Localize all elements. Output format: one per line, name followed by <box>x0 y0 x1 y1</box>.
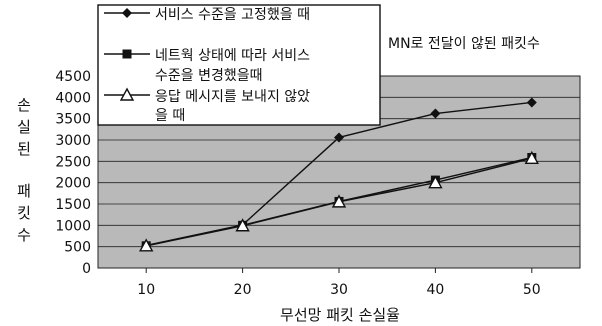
legend-label-1: 서비스 수준을 고정했을 때 <box>155 7 310 23</box>
y-tick-3500: 3500 <box>55 112 91 128</box>
y-axis-label-char: 패 <box>17 182 31 200</box>
series-1-point-30 <box>334 132 344 143</box>
y-axis-label-char: 된 <box>17 140 31 158</box>
y-tick-0: 0 <box>82 261 91 277</box>
x-tick-labels: 10 20 30 40 50 <box>137 268 541 298</box>
series-3-point-30 <box>331 194 347 208</box>
y-tick-1500: 1500 <box>55 197 91 213</box>
series-markers <box>139 97 539 252</box>
y-tick-500: 500 <box>64 240 91 256</box>
series-3-point-50 <box>524 150 539 165</box>
legend-label-3: 응답 메시지를 보내지 않았 <box>155 89 310 105</box>
x-tick-10: 10 <box>137 282 155 298</box>
y-tick-2500: 2500 <box>55 154 91 170</box>
x-tick-50: 50 <box>523 282 541 298</box>
series-1-point-50 <box>526 97 537 108</box>
legend-box <box>97 4 381 126</box>
y-axis-label-char: 실 <box>17 118 31 136</box>
chart-title: MN로 전달이 않된 패킷수 <box>388 36 540 52</box>
y-tick-2000: 2000 <box>55 176 91 192</box>
x-tick-20: 20 <box>234 282 252 298</box>
legend-label-2: 네트웍 상태에 따라 서비스 <box>155 48 310 64</box>
legend-marker-2 <box>122 49 132 59</box>
legend-marker-1 <box>122 8 132 18</box>
y-tick-4500: 4500 <box>55 69 91 85</box>
series-3-point-10 <box>139 238 154 252</box>
y-axis-label-char: 손 <box>17 96 31 114</box>
x-axis-label: 무선망 패킷 손실율 <box>280 306 400 324</box>
x-tick-30: 30 <box>330 282 348 298</box>
series-1-point-40 <box>430 108 441 119</box>
y-tick-4000: 4000 <box>55 90 91 106</box>
legend-label-3: 을 때 <box>155 108 185 124</box>
y-axis-label-char: 수 <box>17 226 31 244</box>
series-3-point-20 <box>235 218 250 232</box>
series-3-point-40 <box>428 175 443 189</box>
legend-marker-3 <box>119 87 135 101</box>
y-tick-labels: 0 500 1000 1500 2000 2500 3000 3500 4000 4500 <box>55 69 91 277</box>
y-tick-3000: 3000 <box>55 133 91 149</box>
y-tick-1000: 1000 <box>55 218 91 234</box>
legend-label-2: 수준을 변경했을때 <box>155 68 263 84</box>
x-tick-40: 40 <box>426 282 444 298</box>
y-axis-label-char: 킷 <box>17 204 31 222</box>
